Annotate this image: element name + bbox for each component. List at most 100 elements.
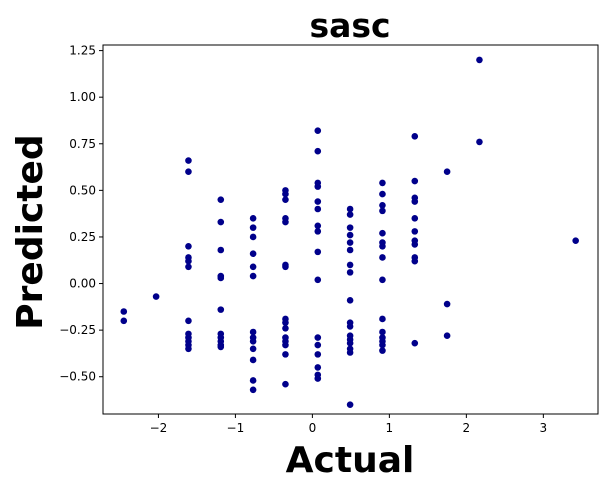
data-point xyxy=(249,272,257,280)
data-points xyxy=(120,56,579,408)
data-point xyxy=(185,157,192,164)
data-point xyxy=(379,229,386,237)
data-point xyxy=(346,297,354,304)
data-point xyxy=(411,215,419,222)
data-point xyxy=(249,224,257,231)
data-point xyxy=(411,133,419,140)
x-tick-label: −1 xyxy=(227,421,245,435)
data-point xyxy=(346,323,354,330)
axis-ticks: −2 −1 0 1 2 3 −0.50 −0.25 0.00 0.25 0.50 0.75 1.00 1.… xyxy=(59,44,547,435)
data-point xyxy=(282,380,289,388)
data-point xyxy=(379,179,386,187)
data-point xyxy=(572,237,579,244)
data-point xyxy=(120,317,128,325)
data-point xyxy=(217,196,225,203)
data-point xyxy=(314,375,322,382)
data-point xyxy=(282,341,289,349)
data-point xyxy=(217,274,225,282)
data-point xyxy=(249,386,257,394)
data-point xyxy=(443,332,451,340)
data-point xyxy=(379,328,386,336)
plot-frame xyxy=(102,44,599,415)
data-point xyxy=(346,239,354,246)
data-point xyxy=(411,228,419,235)
y-tick-label: 1.00 xyxy=(69,90,96,104)
data-point xyxy=(282,324,289,332)
data-point xyxy=(217,218,225,226)
x-tick-label: 2 xyxy=(463,421,471,435)
data-point xyxy=(249,250,257,258)
data-point xyxy=(411,257,419,265)
chart-title: sasc xyxy=(309,6,390,45)
data-point xyxy=(379,276,386,284)
data-point xyxy=(282,190,289,198)
data-point xyxy=(379,341,386,349)
data-point xyxy=(185,263,192,271)
data-point xyxy=(346,401,354,408)
data-point xyxy=(443,168,451,176)
data-point xyxy=(346,224,354,231)
data-point xyxy=(152,293,160,300)
y-tick-label: 0.25 xyxy=(69,230,96,244)
data-point xyxy=(217,246,225,254)
x-tick-label: 1 xyxy=(386,421,394,435)
y-tick-label: 1.25 xyxy=(69,44,96,58)
data-point xyxy=(185,345,192,353)
data-point xyxy=(346,261,354,269)
x-tick-label: 3 xyxy=(540,421,548,435)
data-point xyxy=(314,364,322,371)
data-point xyxy=(249,233,257,241)
data-point xyxy=(346,246,354,254)
y-tick-label: −0.25 xyxy=(59,323,96,337)
data-point xyxy=(379,190,386,198)
data-point xyxy=(249,263,257,271)
data-point xyxy=(314,351,322,358)
data-point xyxy=(379,347,386,354)
data-point xyxy=(411,198,419,205)
data-point xyxy=(411,241,419,248)
data-point xyxy=(185,168,192,176)
data-point xyxy=(346,349,354,356)
y-tick-label: 0.75 xyxy=(69,137,96,151)
data-point xyxy=(314,228,322,235)
data-point xyxy=(249,356,257,364)
data-point xyxy=(314,205,322,213)
y-tick-label: −0.50 xyxy=(59,370,96,384)
data-point xyxy=(217,306,225,313)
data-point xyxy=(185,242,192,250)
data-point xyxy=(249,328,257,336)
y-axis-label: Predicted xyxy=(10,134,51,329)
data-point xyxy=(249,338,257,345)
data-point xyxy=(249,377,257,384)
data-point xyxy=(314,198,322,205)
x-axis-label: Actual xyxy=(286,440,415,481)
data-point xyxy=(314,334,322,341)
x-tick-label: −2 xyxy=(150,421,168,435)
data-point xyxy=(476,138,483,146)
data-point xyxy=(379,207,386,215)
data-point xyxy=(346,231,354,239)
data-point xyxy=(282,319,289,326)
data-point xyxy=(314,147,322,155)
data-point xyxy=(476,56,483,64)
data-point xyxy=(346,269,354,276)
data-point xyxy=(314,222,322,230)
data-point xyxy=(282,218,289,226)
x-tick-label: 0 xyxy=(309,421,317,435)
data-point xyxy=(217,343,225,351)
data-point xyxy=(249,215,257,222)
data-point xyxy=(282,263,289,271)
data-point xyxy=(379,242,386,250)
data-point xyxy=(282,351,289,358)
data-point xyxy=(314,248,322,256)
data-point xyxy=(314,341,322,349)
data-point xyxy=(120,308,128,315)
y-tick-label: 0.50 xyxy=(69,183,96,197)
data-point xyxy=(185,317,192,325)
data-point xyxy=(314,183,322,190)
data-point xyxy=(314,276,322,284)
data-point xyxy=(411,177,419,185)
data-point xyxy=(282,196,289,203)
data-point xyxy=(346,339,354,347)
